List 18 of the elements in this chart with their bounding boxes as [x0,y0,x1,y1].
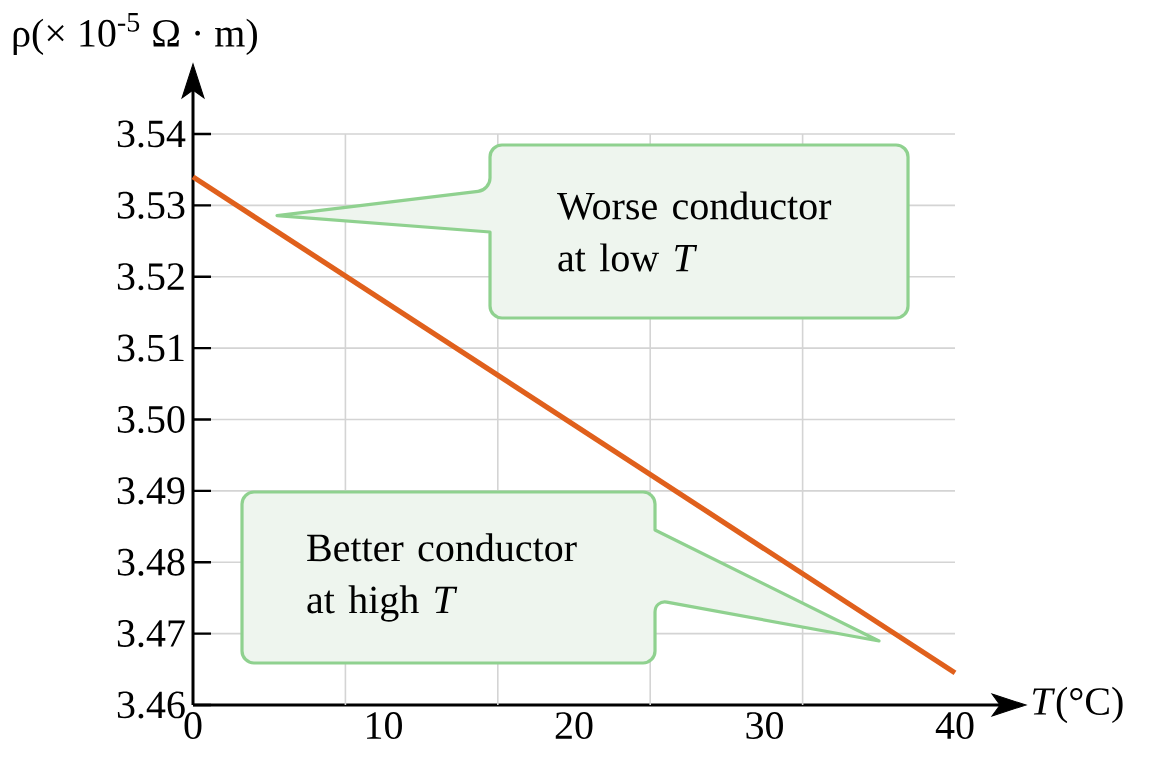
y-tick-label: 3.48 [117,548,185,576]
x-axis-title: T(°C) [1033,686,1123,724]
y-tick-label: 3.52 [117,263,184,291]
x-tick-label: 20 [555,712,593,740]
y-tick-label: 3.47 [117,620,185,648]
x-tick-label: 10 [367,712,402,740]
annotation: Better conductor at high T [307,533,577,622]
x-tick-label: 0 [184,712,202,740]
x-tick-label: 40 [935,712,974,740]
y-tick-label: 3.50 [117,405,185,434]
y-tick-label: 3.51 [117,334,184,362]
y-axis-title: ρ(× 10$^{-5}$ Ω · m) [13,13,257,55]
y-tick-label: 3.53 [117,191,185,219]
annotation: Worse conductor at low T [557,191,832,272]
x-tick-label: 30 [746,712,783,740]
y-tick-label: 3.54 [117,120,186,148]
y-tick-label: 3.46 [117,691,185,719]
y-tick-label: 3.49 [117,477,185,505]
